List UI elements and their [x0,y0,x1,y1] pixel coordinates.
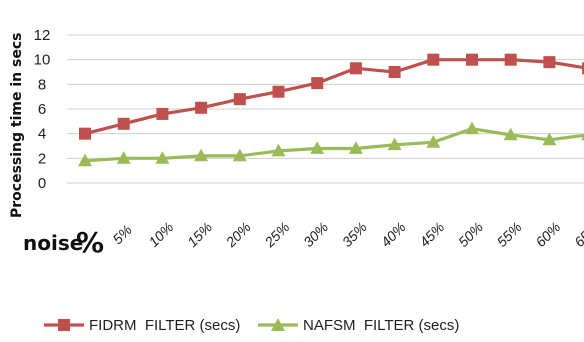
x-tick-label: 35% [339,219,370,250]
data-point-square [117,117,130,130]
data-point-square [388,66,401,78]
data-point-square [272,85,285,98]
series-markers [78,53,584,167]
x-tick-label: 50% [455,219,486,250]
data-point-square [427,53,440,66]
data-point-triangle [78,153,92,167]
x-tick-label: 45% [416,219,447,250]
y-axis-label: Processing time in secs [9,33,25,218]
x-tick-label: 15% [184,219,215,250]
data-point-triangle [387,137,402,151]
data-point-triangle [581,135,584,141]
data-point-square [233,93,246,106]
legend-marker-square [58,319,70,331]
data-point-triangle [542,132,557,146]
series-lines [84,58,584,163]
data-point-triangle [116,151,131,164]
y-tick-label: 12 [34,27,51,44]
x-tick-label: 60% [532,219,563,250]
x-axis-label-percent: % [76,226,104,259]
data-point-square [156,107,169,120]
legend-label: FIDRM FILTER (secs) [89,317,240,334]
data-point-triangle [310,141,325,154]
x-tick-labels: 5% 10% 15% 20% 25% 30% 35% 40% 45% 50% 55% 60% 65% [109,219,584,251]
data-point-square [543,56,556,69]
x-tick-label: 20% [222,219,254,251]
x-tick-label: 25% [261,219,293,251]
legend-item-fidrm: FIDRM FILTER (secs) [44,317,240,334]
legend: FIDRM FILTER (secs) NAFSM FILTER (secs) [44,317,459,334]
x-tick-label: 65% [571,219,584,250]
legend-item-nafsm: NAFSM FILTER (secs) [258,317,459,334]
x-tick-label: 40% [377,219,408,250]
y-tick-label: 0 [38,175,46,192]
y-tick-labels: 0 2 4 6 8 10 12 [34,27,51,192]
data-point-triangle [348,141,363,154]
y-tick-label: 4 [38,126,46,143]
series-line-nafsm [84,127,584,163]
x-tick-label: 30% [300,219,331,250]
data-point-triangle [232,148,247,162]
data-point-square [195,101,208,114]
data-point-square [504,53,517,66]
y-tick-label: 8 [38,76,46,93]
series-line-fidrm [84,58,584,136]
y-tick-label: 10 [34,52,51,69]
data-point-square [466,53,478,66]
x-tick-label: 55% [494,219,525,250]
y-tick-label: 6 [38,101,46,118]
data-point-square [311,77,324,90]
x-tick-label: 10% [145,219,176,250]
legend-marker-triangle [271,318,285,331]
data-point-triangle [465,121,479,135]
data-point-triangle [194,148,209,162]
data-point-triangle [271,143,286,157]
data-point-square [349,62,362,75]
data-point-square [582,62,584,75]
x-axis-label-noise: noise [23,231,83,255]
data-point-square [79,127,91,140]
data-point-triangle [503,127,518,141]
legend-label: NAFSM FILTER (secs) [303,317,459,334]
data-point-triangle [155,151,170,164]
x-tick-label: 5% [109,222,135,248]
data-point-triangle [426,135,441,148]
y-tick-label: 2 [38,150,46,167]
